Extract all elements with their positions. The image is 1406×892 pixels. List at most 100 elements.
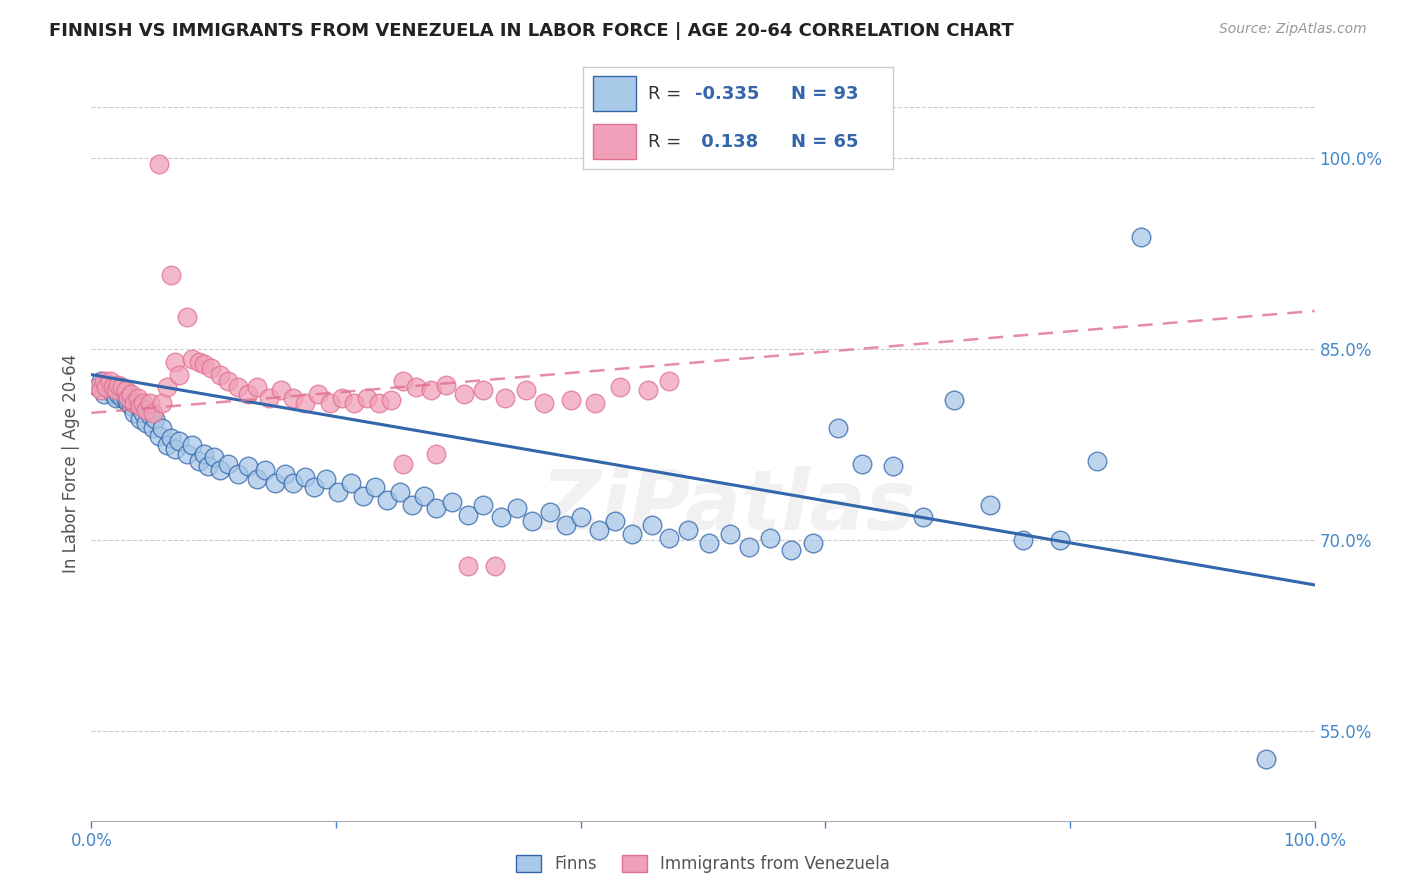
Point [425,447,447,461]
Point [197,459,219,474]
Point [609,380,631,394]
Point [328,484,350,499]
Point [678,523,700,537]
Point [471,383,494,397]
Point [352,489,374,503]
Point [1085,454,1108,468]
Point [780,543,803,558]
Point [388,484,411,499]
Point [882,459,904,474]
Point [94,380,117,394]
Point [107,377,129,392]
Point [484,558,506,573]
Point [107,380,129,394]
Point [319,395,342,409]
Point [193,447,215,461]
Point [236,459,259,474]
Point [245,472,267,486]
Point [718,527,741,541]
Point [117,391,139,405]
Point [111,380,134,394]
Point [93,386,115,401]
Point [90,383,112,397]
Bar [593,124,636,159]
Point [132,406,155,420]
Point [658,531,681,545]
Point [139,409,162,423]
Point [107,386,129,401]
Point [226,467,249,481]
Point [506,501,529,516]
Text: -0.335: -0.335 [695,85,759,103]
Point [122,395,145,409]
Point [851,457,873,471]
Bar [593,76,636,111]
Point [226,380,249,394]
Point [759,531,782,545]
Point [208,463,231,477]
Point [156,438,179,452]
Point [912,510,935,524]
Point [104,383,127,397]
Point [302,480,325,494]
Point [457,508,479,522]
Text: R =: R = [648,133,688,151]
Point [120,386,142,401]
Point [640,518,662,533]
Point [307,386,329,401]
Point [236,386,259,401]
Point [150,395,173,409]
Point [257,391,280,405]
Point [520,514,543,528]
Point [315,472,337,486]
Point [114,383,136,397]
Point [420,383,443,397]
Point [1012,533,1035,548]
Point [245,380,267,394]
Text: N = 65: N = 65 [790,133,858,151]
Point [533,395,555,409]
Point [148,429,170,443]
Point [156,380,179,394]
Point [217,457,239,471]
Point [621,527,644,541]
Point [132,395,155,409]
Point [163,442,186,456]
Point [942,393,965,408]
Point [283,475,305,490]
Point [1129,230,1152,244]
Point [208,368,231,382]
Point [188,355,211,369]
Text: FINNISH VS IMMIGRANTS FROM VENEZUELA IN LABOR FORCE | AGE 20-64 CORRELATION CHAR: FINNISH VS IMMIGRANTS FROM VENEZUELA IN … [49,22,1014,40]
Point [117,395,139,409]
Point [139,395,162,409]
Point [538,505,561,519]
Point [401,498,423,512]
Text: Source: ZipAtlas.com: Source: ZipAtlas.com [1219,22,1367,37]
Point [188,454,211,468]
Point [160,431,183,445]
Point [135,416,157,430]
Point [98,374,121,388]
Point [93,374,115,388]
Point [114,386,136,401]
Point [86,380,108,394]
Point [103,386,125,401]
Point [143,412,166,426]
Point [453,386,475,401]
Point [169,368,191,382]
Point [367,395,389,409]
Point [1049,533,1071,548]
Point [111,383,134,397]
Text: N = 93: N = 93 [790,85,858,103]
Point [127,400,149,414]
Point [434,377,457,392]
Point [129,400,152,414]
Point [98,383,121,397]
Point [603,514,626,528]
Y-axis label: In Labor Force | Age 20-64: In Labor Force | Age 20-64 [62,354,80,574]
Point [738,540,761,554]
Point [697,536,720,550]
Point [343,395,366,409]
Point [979,498,1001,512]
